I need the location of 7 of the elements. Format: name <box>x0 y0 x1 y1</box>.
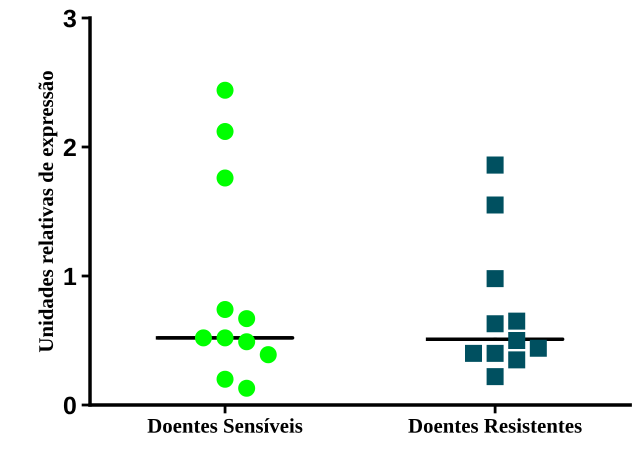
y-tick-label: 3 <box>63 10 76 28</box>
x-tick-label: Doentes Sensíveis <box>148 418 302 433</box>
y-tick-label: 0 <box>64 396 76 414</box>
y-tick-label: 1 <box>64 268 76 286</box>
x-tick-label: Doentes Resistentes <box>408 418 582 433</box>
y-axis-title: Unidades relativas de expressão <box>38 71 58 352</box>
y-tick-label: 2 <box>64 138 76 156</box>
